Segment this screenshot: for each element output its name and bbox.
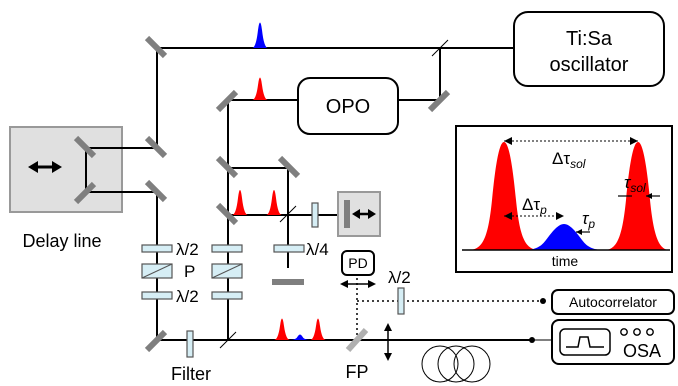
- inset-time-axis-label: time: [552, 253, 579, 269]
- osa-screen-trace: [566, 336, 604, 348]
- half-wave-plate-3-label: λ/2: [388, 268, 411, 287]
- second-delay-arrow: [352, 209, 376, 219]
- left-arm-optics: [141, 244, 173, 300]
- osa-label: OSA: [623, 341, 661, 361]
- autocorrelator-box: [551, 289, 675, 315]
- autocorrelator-label: Autocorrelator: [569, 294, 657, 310]
- inset-tau-sol: τsol: [624, 173, 646, 195]
- tisa-label-line2: oscillator: [550, 54, 629, 76]
- filter-element: [186, 330, 194, 358]
- fp-adjust-arrow: [384, 323, 392, 361]
- inset-tau-p: τp: [582, 209, 595, 231]
- fp-label: FP: [345, 362, 368, 382]
- inset-pulses: [462, 142, 670, 251]
- opo-box: [297, 77, 399, 135]
- osa-screen: [559, 328, 611, 356]
- inset-annotations: [504, 137, 660, 235]
- pulses: [232, 22, 326, 340]
- pd-adjust-arrow: [340, 280, 376, 288]
- pd-box: [341, 250, 375, 276]
- tisa-oscillator-box: [513, 11, 665, 87]
- osa-knobs: [620, 328, 654, 336]
- fp-mirror: [345, 327, 369, 353]
- inset-delta-tau-p: Δτp: [522, 195, 547, 217]
- quarter-wave-plate-label: λ/4: [306, 240, 329, 259]
- mirrors: [73, 35, 451, 353]
- pd-path-waveplate: [397, 287, 405, 315]
- delay-line-stage: [9, 126, 123, 213]
- delay-line-label: Delay line: [22, 231, 101, 251]
- opo-label: OPO: [326, 96, 370, 118]
- filter-label: Filter: [171, 364, 211, 384]
- tisa-label-line1: Ti:Sa: [566, 28, 613, 50]
- middle-arm-optics: [211, 244, 305, 300]
- half-wave-plate-2-label: λ/2: [176, 287, 199, 306]
- delay-double-arrow: [28, 161, 62, 173]
- inset-delta-tau-sol: Δτsol: [552, 149, 586, 171]
- half-wave-plate-1-label: λ/2: [176, 240, 199, 259]
- pd-label: PD: [348, 255, 367, 271]
- delay-arm-waveplate: [311, 202, 319, 228]
- polarizer-label: P: [184, 262, 195, 281]
